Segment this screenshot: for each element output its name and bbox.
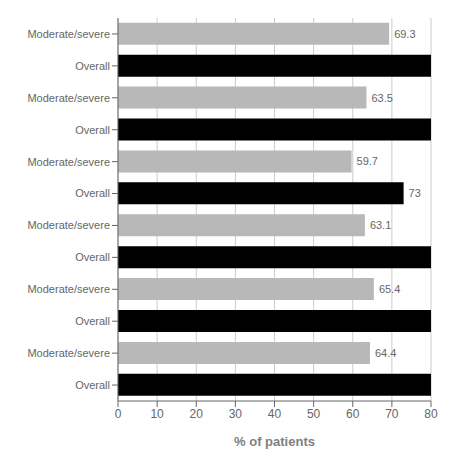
svg-text:80: 80 (424, 407, 438, 421)
svg-text:Overall: Overall (75, 187, 110, 199)
svg-text:40: 40 (268, 407, 282, 421)
svg-text:Overall: Overall (75, 124, 110, 136)
svg-text:59.7: 59.7 (357, 155, 378, 167)
svg-text:0: 0 (115, 407, 122, 421)
svg-text:70: 70 (385, 407, 399, 421)
svg-text:65.4: 65.4 (379, 283, 400, 295)
svg-text:Moderate/severe: Moderate/severe (27, 92, 110, 104)
svg-text:63.1: 63.1 (370, 219, 391, 231)
svg-text:64.4: 64.4 (375, 347, 396, 359)
svg-text:Overall: Overall (75, 60, 110, 72)
svg-text:Moderate/severe: Moderate/severe (27, 156, 110, 168)
svg-text:50: 50 (307, 407, 321, 421)
svg-text:Moderate/severe: Moderate/severe (27, 219, 110, 231)
svg-text:20: 20 (190, 407, 204, 421)
svg-text:60: 60 (346, 407, 360, 421)
svg-text:10: 10 (150, 407, 164, 421)
svg-text:Moderate/severe: Moderate/severe (27, 347, 110, 359)
svg-text:Overall: Overall (75, 315, 110, 327)
svg-text:Moderate/severe: Moderate/severe (27, 28, 110, 40)
svg-text:73: 73 (409, 187, 421, 199)
svg-text:Moderate/severe: Moderate/severe (27, 283, 110, 295)
svg-text:Overall: Overall (75, 251, 110, 263)
svg-text:69.3: 69.3 (394, 28, 415, 40)
svg-text:63.5: 63.5 (371, 92, 392, 104)
svg-text:30: 30 (229, 407, 243, 421)
svg-text:Overall: Overall (75, 379, 110, 391)
svg-text:% of patients: % of patients (234, 434, 315, 449)
